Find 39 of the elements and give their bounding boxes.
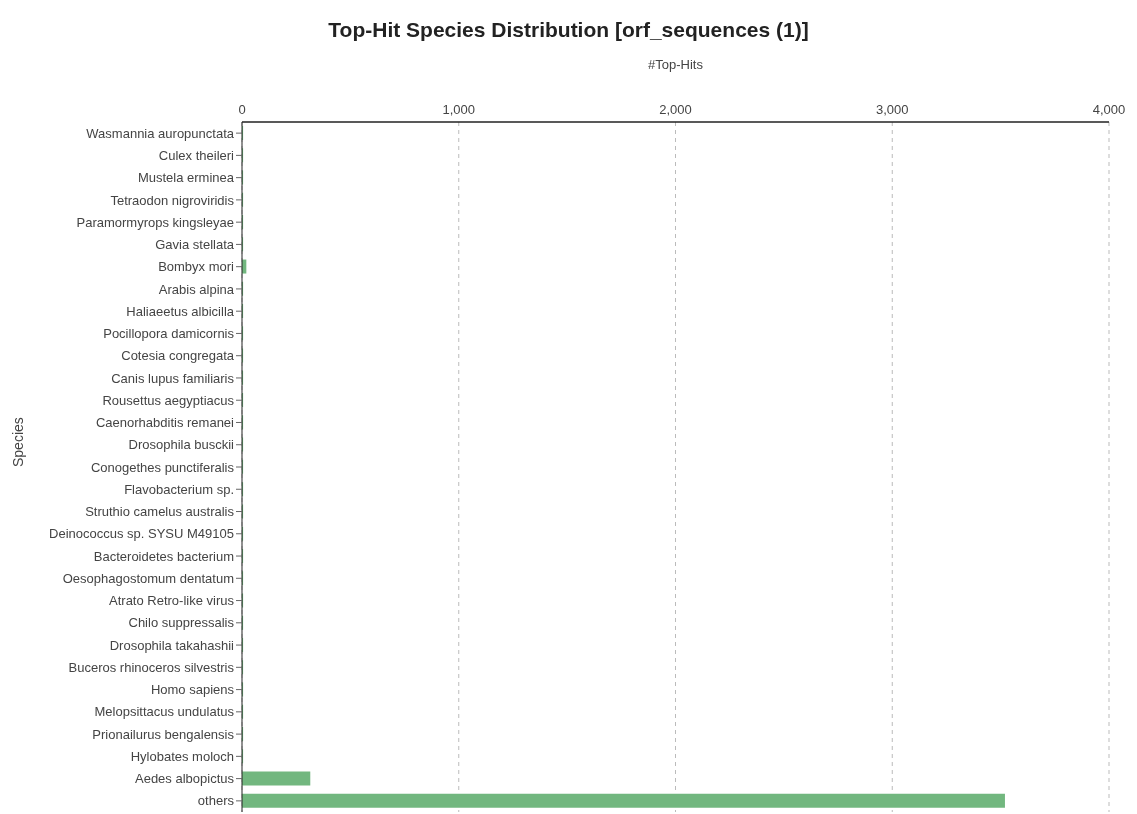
y-tick-label: Gavia stellata <box>155 237 235 253</box>
y-tick-label: Hylobates moloch <box>130 748 234 764</box>
y-tick-label: Wasmannia auropunctata <box>86 125 235 141</box>
y-tick-label: Caenorhabditis remanei <box>95 415 235 431</box>
y-tick-label: Prionailurus bengalensis <box>92 726 235 742</box>
y-tick-label: Pocillopora damicornis <box>103 326 235 342</box>
x-tick-label: 4,000 <box>1092 102 1126 117</box>
y-tick-label: Rousettus aegyptiacus <box>102 392 235 408</box>
y-tick-label: Flavobacterium sp. <box>124 481 234 497</box>
y-tick-label: Bacteroidetes bacterium <box>93 548 234 564</box>
y-tick-label: Melopsittacus undulatus <box>94 704 235 720</box>
y-tick-label: Buceros rhinoceros silvestris <box>68 659 235 675</box>
y-tick-label: Drosophila takahashii <box>109 637 235 653</box>
y-tick-label: Paramormyrops kingsleyae <box>76 214 234 230</box>
y-tick-label: Arabis alpina <box>158 281 235 297</box>
chart-title: Top-Hit Species Distribution [orf_sequences (1)] <box>327 17 810 43</box>
y-tick-label: Chilo suppressalis <box>128 615 235 631</box>
y-tick-label: Aedes albopictus <box>134 771 235 787</box>
x-axis-title: #Top-Hits <box>648 57 704 73</box>
y-tick-label: Tetraodon nigroviridis <box>110 192 235 208</box>
y-tick-label: Mustela erminea <box>137 170 235 186</box>
x-tick-label: 2,000 <box>659 102 692 117</box>
y-tick-label: Haliaeetus albicilla <box>126 303 235 319</box>
y-tick-label: Oesophagostomum dentatum <box>62 570 234 586</box>
y-axis-title: Species <box>9 417 26 467</box>
y-tick-label: Struthio camelus australis <box>85 504 235 520</box>
y-tick-label: Homo sapiens <box>150 682 235 698</box>
y-tick-label: Bombyx mori <box>158 259 235 275</box>
y-tick-label: Deinococcus sp. SYSU M49105 <box>49 526 234 542</box>
y-tick-label: Conogethes punctiferalis <box>90 459 235 475</box>
y-tick-label: Cotesia congregata <box>121 348 235 364</box>
y-tick-label: Culex theileri <box>158 148 235 163</box>
y-tick-label: Canis lupus familiaris <box>111 370 235 386</box>
y-tick-label: Drosophila busckii <box>128 437 235 453</box>
x-tick-label: 3,000 <box>875 102 909 117</box>
x-tick-label: 1,000 <box>442 102 476 117</box>
y-tick-label: Atrato Retro-like virus <box>109 593 235 609</box>
x-tick-label: 0 <box>238 102 246 117</box>
y-tick-label: others <box>197 793 235 809</box>
